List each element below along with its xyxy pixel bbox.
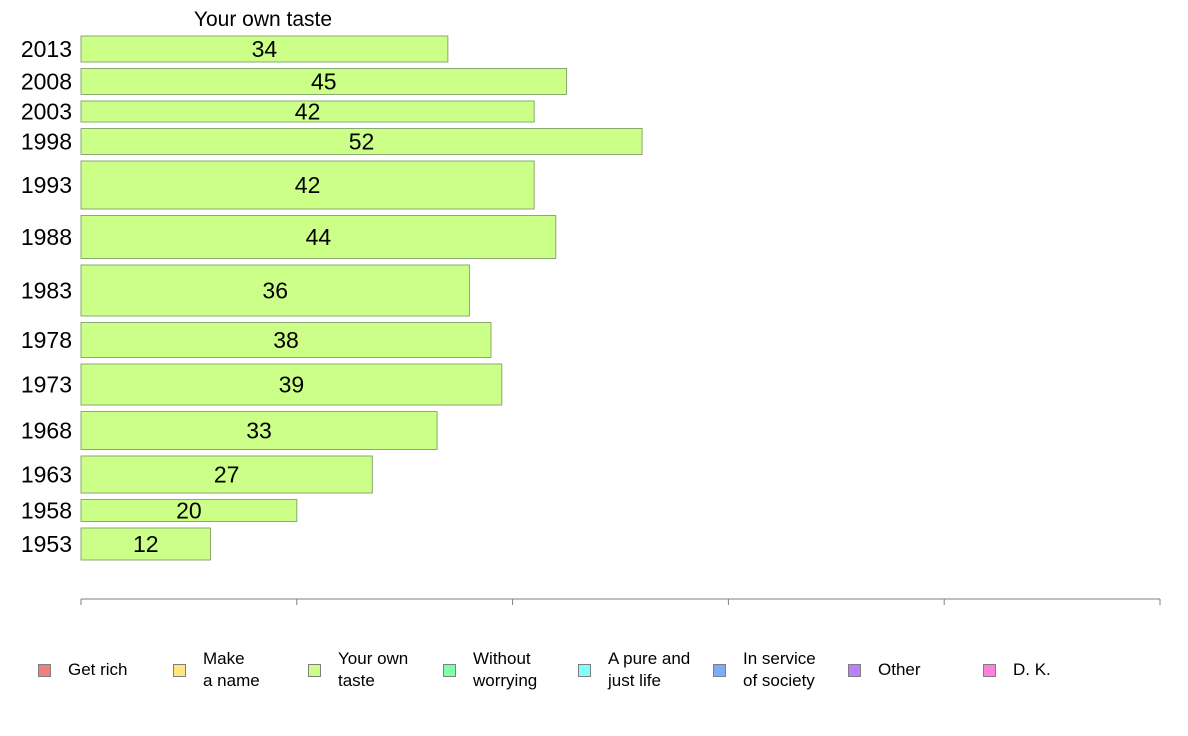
legend-label: In service of society <box>743 649 816 690</box>
legend-item: Your own taste <box>308 648 408 692</box>
category-label-1993: 1993 <box>21 172 72 198</box>
data-label-1983: 36 <box>262 278 288 304</box>
category-label-1963: 1963 <box>21 462 72 488</box>
bar-2013 <box>80 35 449 63</box>
bars-layer: 2013 34 2008 45 2003 42 1998 52 1993 42 1988 44 1983… <box>21 35 643 561</box>
legend-label: Other <box>878 660 921 679</box>
legend-item: D. K. <box>983 648 1051 692</box>
legend-item: Without worrying <box>443 648 537 692</box>
category-label-1998: 1998 <box>21 129 72 155</box>
data-label-1988: 44 <box>306 224 332 250</box>
data-label-1958: 20 <box>176 498 202 524</box>
category-label-2008: 2008 <box>21 69 72 95</box>
legend-item: A pure and just life <box>578 648 690 692</box>
category-label-1958: 1958 <box>21 498 72 524</box>
data-label-1963: 27 <box>214 462 240 488</box>
legend-label: Your own taste <box>338 649 409 690</box>
legend-swatch <box>578 663 591 677</box>
legend-item: Other <box>848 648 921 692</box>
category-label-2003: 2003 <box>21 99 72 125</box>
data-label-2003: 42 <box>295 99 321 125</box>
legend-swatch <box>173 663 186 677</box>
legend: Get rich Make a name Your own taste Without… <box>38 648 1178 694</box>
legend-label: Get rich <box>68 660 128 679</box>
category-label-2013: 2013 <box>21 36 72 62</box>
legend-item: In service of society <box>713 648 816 692</box>
bar-1968 <box>80 411 438 450</box>
category-label-1953: 1953 <box>21 531 72 557</box>
legend-label: Without worrying <box>473 649 538 690</box>
legend-swatch <box>848 663 861 677</box>
bar-1998 <box>80 128 643 155</box>
bar-1953 <box>80 527 211 561</box>
bar-1983 <box>80 264 470 317</box>
legend-swatch <box>443 663 456 677</box>
category-label-1968: 1968 <box>21 418 72 444</box>
data-label-1968: 33 <box>246 418 272 444</box>
legend-swatch <box>38 663 51 677</box>
data-label-1998: 52 <box>349 129 375 155</box>
bar-2003 <box>80 100 535 123</box>
bar-1978 <box>80 322 492 358</box>
x-axis: 020406080100 <box>80 598 1161 605</box>
legend-swatch <box>308 663 321 677</box>
bar-1988 <box>80 215 557 259</box>
data-label-2013: 34 <box>252 36 278 62</box>
data-label-2008: 45 <box>311 69 337 95</box>
bar-1973 <box>80 363 503 406</box>
data-label-1978: 38 <box>273 327 299 353</box>
bar-1963 <box>80 455 373 494</box>
legend-item: Make a name <box>173 648 260 692</box>
bar-1958 <box>80 499 298 522</box>
bar-2008 <box>80 68 568 95</box>
legend-swatch <box>983 663 996 677</box>
data-label-1953: 12 <box>133 531 159 557</box>
legend-label: A pure and just life <box>608 649 691 690</box>
legend-item: Get rich <box>38 648 128 692</box>
category-label-1973: 1973 <box>21 372 72 398</box>
legend-label: D. K. <box>1013 660 1051 679</box>
bar-1993 <box>80 160 535 210</box>
category-label-1983: 1983 <box>21 278 72 304</box>
legend-label: Make a name <box>203 649 260 690</box>
category-label-1978: 1978 <box>21 327 72 353</box>
bar-chart: Your own taste 2013 34 2008 45 2003 42 1998 52 1… <box>21 8 1161 605</box>
data-label-1993: 42 <box>295 172 321 198</box>
legend-swatch <box>713 663 726 677</box>
chart-title: Your own taste <box>194 8 332 31</box>
data-label-1973: 39 <box>279 372 305 398</box>
category-label-1988: 1988 <box>21 224 72 250</box>
